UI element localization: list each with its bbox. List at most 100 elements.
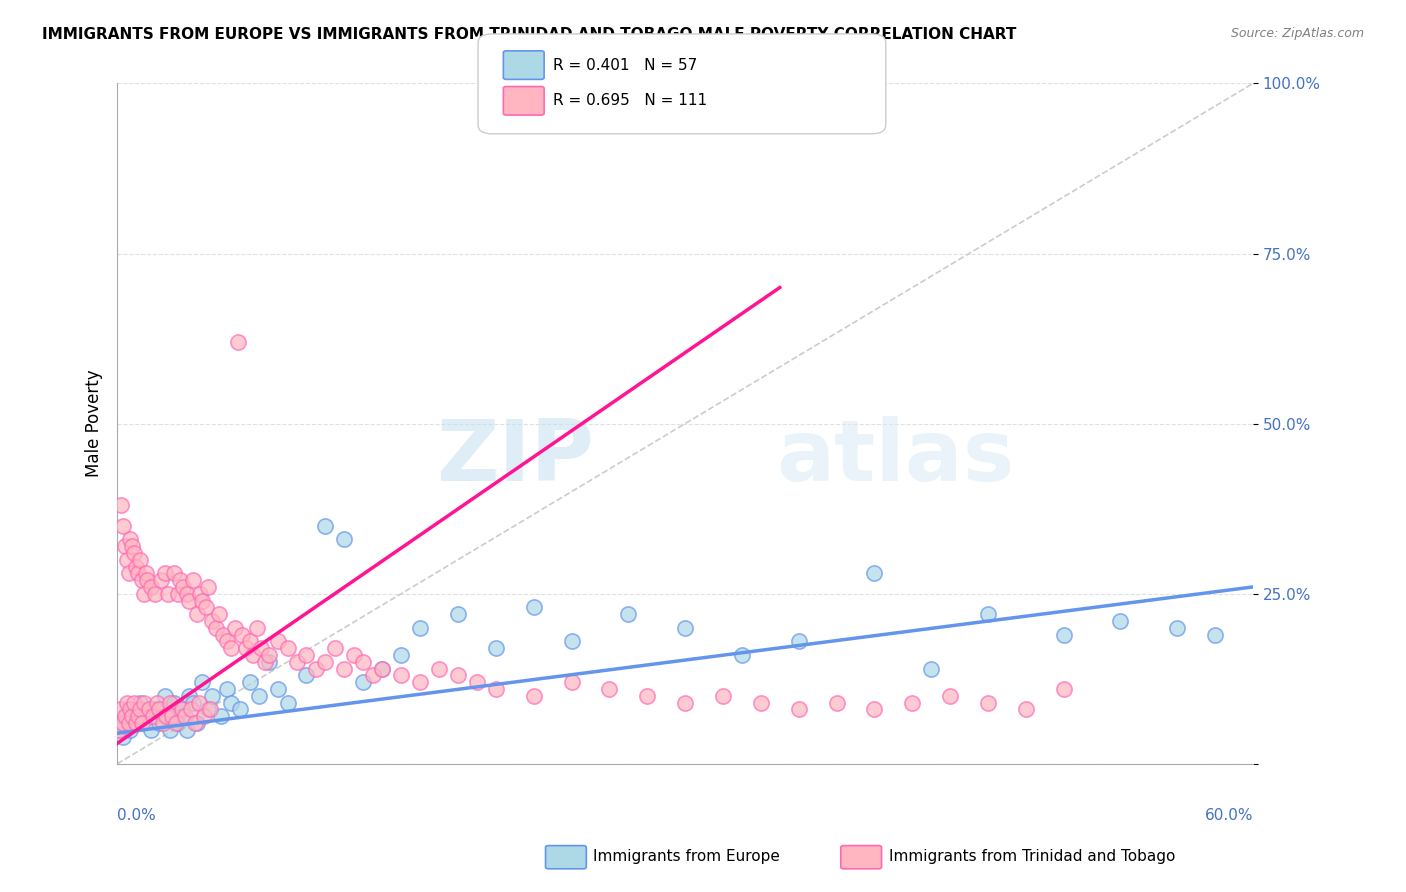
Point xyxy=(323,641,346,656)
Point xyxy=(215,681,238,696)
Point xyxy=(219,696,242,710)
Point xyxy=(129,696,152,710)
Point xyxy=(228,334,250,349)
Text: R = 0.695   N = 111: R = 0.695 N = 111 xyxy=(553,94,707,108)
Point xyxy=(143,587,166,601)
Point xyxy=(157,709,180,723)
Point xyxy=(138,702,160,716)
Point xyxy=(523,600,546,615)
Point xyxy=(136,573,159,587)
Point xyxy=(371,662,394,676)
Point xyxy=(143,702,166,716)
Point xyxy=(190,587,212,601)
Point xyxy=(179,593,201,607)
Point xyxy=(253,655,276,669)
Point xyxy=(141,580,163,594)
Point xyxy=(920,662,942,676)
Point xyxy=(157,587,180,601)
Point xyxy=(277,641,299,656)
Point xyxy=(114,539,136,553)
Point xyxy=(110,716,132,731)
Point xyxy=(181,573,204,587)
Point xyxy=(160,709,183,723)
Text: IMMIGRANTS FROM EUROPE VS IMMIGRANTS FROM TRINIDAD AND TOBAGO MALE POVERTY CORRE: IMMIGRANTS FROM EUROPE VS IMMIGRANTS FRO… xyxy=(42,27,1017,42)
Point xyxy=(235,641,257,656)
Point xyxy=(142,709,165,723)
Point xyxy=(523,689,546,703)
Point xyxy=(246,621,269,635)
Point xyxy=(447,607,470,622)
Point xyxy=(314,518,336,533)
Point xyxy=(135,566,157,581)
Point xyxy=(333,662,356,676)
Point xyxy=(1109,614,1132,628)
Point xyxy=(179,689,201,703)
Point xyxy=(115,696,138,710)
Point xyxy=(636,689,658,703)
Point xyxy=(166,716,188,731)
Point xyxy=(114,709,136,723)
Point xyxy=(181,696,204,710)
Point xyxy=(141,723,163,737)
Point xyxy=(333,533,356,547)
Point xyxy=(239,634,262,648)
Point xyxy=(352,675,374,690)
Point xyxy=(115,552,138,566)
Point xyxy=(224,621,246,635)
Point xyxy=(1053,681,1076,696)
Point xyxy=(267,681,290,696)
Point xyxy=(149,573,172,587)
Point xyxy=(131,573,153,587)
Point xyxy=(787,702,810,716)
Point xyxy=(598,681,620,696)
Point xyxy=(277,696,299,710)
Point xyxy=(163,696,186,710)
Text: Immigrants from Trinidad and Tobago: Immigrants from Trinidad and Tobago xyxy=(889,849,1175,863)
Point xyxy=(174,709,197,723)
Point xyxy=(673,696,696,710)
Point xyxy=(193,709,215,723)
Point xyxy=(247,689,270,703)
Point xyxy=(295,648,318,662)
Point xyxy=(560,634,582,648)
Text: Source: ZipAtlas.com: Source: ZipAtlas.com xyxy=(1230,27,1364,40)
Point xyxy=(208,607,231,622)
Point xyxy=(121,709,143,723)
Text: 0.0%: 0.0% xyxy=(117,808,156,823)
Point xyxy=(153,689,176,703)
Point xyxy=(120,723,142,737)
Point xyxy=(389,668,412,682)
Point xyxy=(197,702,219,716)
Point xyxy=(314,655,336,669)
Point xyxy=(117,716,139,731)
Point xyxy=(132,696,155,710)
Point xyxy=(148,702,170,716)
Point xyxy=(749,696,772,710)
Point xyxy=(184,716,207,731)
Point xyxy=(361,668,384,682)
Point xyxy=(165,716,187,731)
Point xyxy=(121,539,143,553)
Point xyxy=(465,675,488,690)
Point xyxy=(111,716,134,731)
Point xyxy=(285,655,308,669)
Point xyxy=(447,668,470,682)
Point xyxy=(186,607,208,622)
Point xyxy=(1015,702,1038,716)
Point xyxy=(198,702,221,716)
Text: atlas: atlas xyxy=(776,417,1014,500)
Point xyxy=(250,641,273,656)
Point xyxy=(901,696,924,710)
Point xyxy=(191,593,214,607)
Point xyxy=(169,573,191,587)
Text: ZIP: ZIP xyxy=(436,417,595,500)
Text: R = 0.401   N = 57: R = 0.401 N = 57 xyxy=(553,58,697,72)
Point xyxy=(257,655,280,669)
Point xyxy=(110,498,132,512)
Point xyxy=(135,709,157,723)
Point xyxy=(120,533,142,547)
Point xyxy=(146,696,169,710)
Point xyxy=(409,621,432,635)
Point xyxy=(122,696,145,710)
Point xyxy=(125,716,148,731)
